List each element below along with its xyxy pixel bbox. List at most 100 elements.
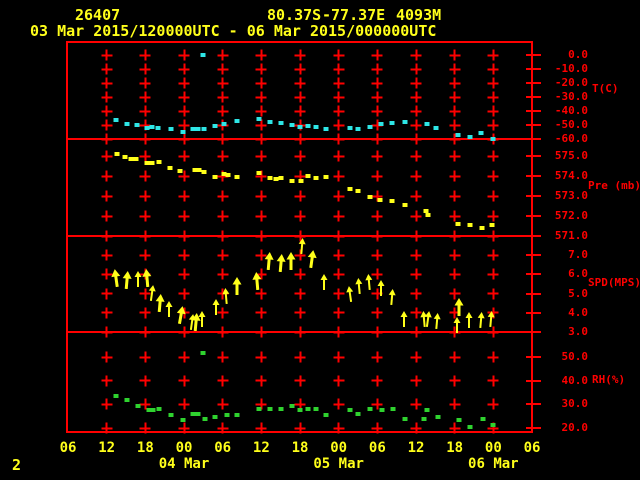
grid-plus-mark — [487, 105, 499, 117]
grid-plus-mark — [217, 91, 229, 103]
data-point-pressure — [298, 179, 304, 183]
y-axis-tick — [526, 331, 541, 333]
y-axis-tick-label: -10.0 — [554, 62, 588, 75]
data-point-relative_humidity — [313, 407, 319, 412]
grid-plus-mark — [101, 351, 113, 363]
plot-frame — [66, 41, 533, 433]
grid-plus-mark — [178, 119, 190, 131]
grid-plus-mark — [333, 307, 345, 319]
data-point-relative_humidity — [256, 407, 262, 412]
grid-plus-mark — [449, 249, 461, 261]
grid-plus-mark — [294, 91, 306, 103]
wind-arrow — [320, 273, 328, 290]
grid-plus-mark — [101, 77, 113, 89]
grid-plus-mark — [333, 288, 345, 299]
data-point-relative_humidity — [135, 403, 141, 408]
x-axis-hour-label: 12 — [252, 440, 270, 456]
grid-plus-mark — [410, 119, 422, 131]
grid-plus-mark — [371, 77, 383, 89]
data-point-pressure — [128, 157, 134, 161]
grid-plus-mark — [139, 351, 151, 363]
data-point-pressure — [323, 175, 329, 179]
y-axis-tick-label: 4.0 — [568, 305, 588, 319]
y-axis-tick-label: 3.0 — [568, 325, 588, 338]
panel-divider-line — [68, 331, 532, 333]
grid-plus-mark — [333, 49, 345, 61]
grid-plus-mark — [487, 63, 499, 75]
grid-plus-mark — [178, 190, 190, 202]
data-point-pressure — [313, 176, 319, 180]
grid-plus-mark — [371, 190, 383, 202]
grid-plus-mark — [139, 210, 151, 222]
grid-plus-mark — [410, 249, 422, 261]
grid-plus-mark — [410, 170, 422, 182]
y-axis-tick — [526, 96, 541, 98]
wind-arrow — [122, 271, 132, 290]
data-point-pressure — [355, 189, 361, 193]
grid-plus-mark — [487, 170, 499, 182]
wind-arrow — [487, 311, 495, 328]
data-point-temperature — [190, 127, 196, 132]
grid-plus-mark — [294, 249, 306, 261]
data-point-relative_humidity — [480, 416, 486, 421]
data-point-pressure — [144, 161, 150, 165]
data-point-relative_humidity — [224, 412, 230, 417]
data-point-temperature — [323, 127, 329, 132]
grid-plus-mark — [217, 422, 229, 434]
data-point-temperature — [221, 122, 227, 127]
grid-plus-mark — [139, 288, 151, 299]
data-point-pressure — [167, 166, 173, 170]
data-point-temperature — [289, 123, 295, 127]
data-point-temperature — [424, 122, 430, 127]
y-axis-tick — [526, 138, 541, 140]
y-axis-tick — [526, 68, 541, 70]
y-axis-tick-label: 7.0 — [568, 248, 588, 261]
grid-plus-mark — [449, 288, 461, 299]
data-point-temperature — [200, 52, 206, 57]
wind-arrow — [365, 273, 373, 290]
data-point-temperature — [149, 125, 155, 130]
y-axis-tick-label: -20.0 — [554, 76, 588, 89]
grid-plus-mark — [294, 210, 306, 222]
data-point-relative_humidity — [146, 408, 152, 413]
grid-plus-mark — [294, 190, 306, 202]
grid-plus-mark — [371, 150, 383, 162]
x-axis-hour-label: 12 — [407, 440, 425, 456]
grid-plus-mark — [139, 398, 151, 410]
grid-plus-mark — [371, 105, 383, 117]
grid-plus-mark — [101, 375, 113, 387]
data-point-temperature — [124, 122, 130, 127]
data-point-temperature — [234, 118, 240, 123]
grid-plus-mark — [294, 77, 306, 89]
data-point-temperature — [478, 131, 484, 136]
grid-plus-mark — [294, 170, 306, 182]
data-point-relative_humidity — [156, 407, 162, 412]
data-point-pressure — [455, 222, 461, 226]
grid-plus-mark — [178, 351, 190, 363]
grid-plus-mark — [333, 105, 345, 117]
grid-plus-mark — [487, 119, 499, 131]
x-axis-hour-label: 06 — [214, 440, 232, 456]
grid-plus-mark — [449, 63, 461, 75]
wind-arrow — [142, 269, 152, 288]
grid-plus-mark — [217, 105, 229, 117]
grid-plus-mark — [294, 307, 306, 319]
grid-plus-mark — [410, 398, 422, 410]
grid-plus-mark — [333, 190, 345, 202]
y-axis-tick — [526, 254, 541, 256]
grid-plus-mark — [294, 119, 306, 131]
grid-plus-mark — [101, 91, 113, 103]
wind-arrow — [400, 311, 408, 328]
y-axis-tick — [526, 82, 541, 84]
wind-arrow — [307, 249, 317, 268]
y-axis-tick-label: 50.0 — [561, 350, 589, 363]
data-point-pressure — [256, 171, 262, 175]
y-axis-tick-label: 573.0 — [554, 189, 588, 202]
grid-plus-mark — [487, 307, 499, 319]
data-point-relative_humidity — [180, 417, 186, 422]
grid-plus-mark — [449, 77, 461, 89]
wind-arrow — [198, 310, 206, 327]
data-point-relative_humidity — [490, 422, 496, 427]
data-point-relative_humidity — [113, 394, 119, 399]
grid-plus-mark — [294, 351, 306, 363]
